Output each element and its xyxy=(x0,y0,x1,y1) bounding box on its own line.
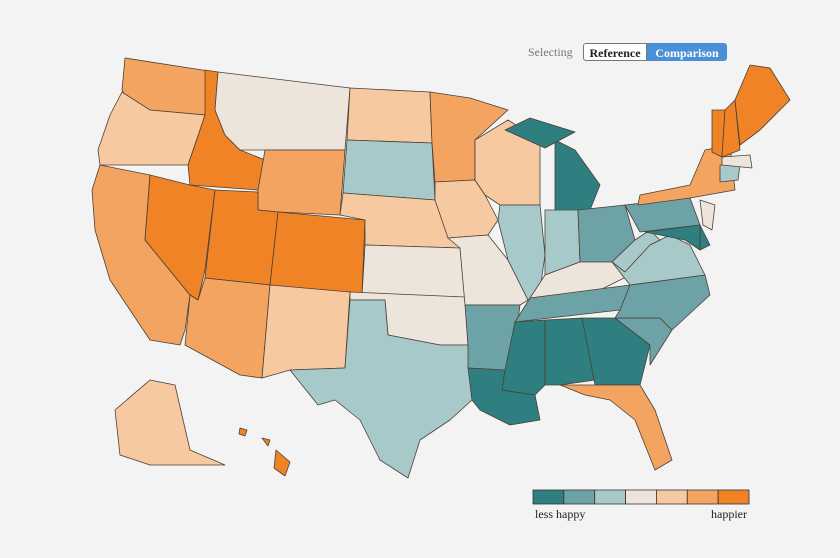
state xyxy=(361,244,466,298)
state xyxy=(719,164,741,183)
legend-swatch xyxy=(594,489,626,505)
state xyxy=(504,117,576,149)
legend-swatch xyxy=(563,489,596,505)
state xyxy=(114,379,226,466)
state xyxy=(734,64,791,146)
state xyxy=(554,139,601,213)
state xyxy=(257,149,346,216)
state xyxy=(261,437,271,447)
state xyxy=(721,154,753,169)
state xyxy=(289,299,473,479)
legend-swatch xyxy=(686,489,719,505)
legend-swatch xyxy=(717,489,750,505)
state xyxy=(699,199,716,231)
state xyxy=(581,317,651,386)
state xyxy=(611,229,661,273)
state xyxy=(238,427,248,437)
state xyxy=(614,274,711,331)
selecting-label: Selecting xyxy=(528,45,573,59)
legend-swatch xyxy=(532,489,565,505)
state xyxy=(699,224,711,251)
state xyxy=(214,71,351,151)
state xyxy=(261,284,351,379)
legend-low-label: less happy xyxy=(535,507,585,521)
state xyxy=(144,174,216,301)
state xyxy=(269,211,366,296)
legend-high-label: happier xyxy=(711,507,747,521)
state xyxy=(447,234,529,306)
comparison-button[interactable]: Comparison xyxy=(647,43,727,61)
state xyxy=(721,99,741,158)
legend-swatch xyxy=(625,489,657,505)
legend-swatch xyxy=(656,489,688,505)
state xyxy=(346,87,433,144)
reference-button[interactable]: Reference xyxy=(583,43,647,61)
state xyxy=(544,317,596,386)
state xyxy=(559,384,673,471)
state xyxy=(273,449,291,477)
state xyxy=(342,139,436,201)
